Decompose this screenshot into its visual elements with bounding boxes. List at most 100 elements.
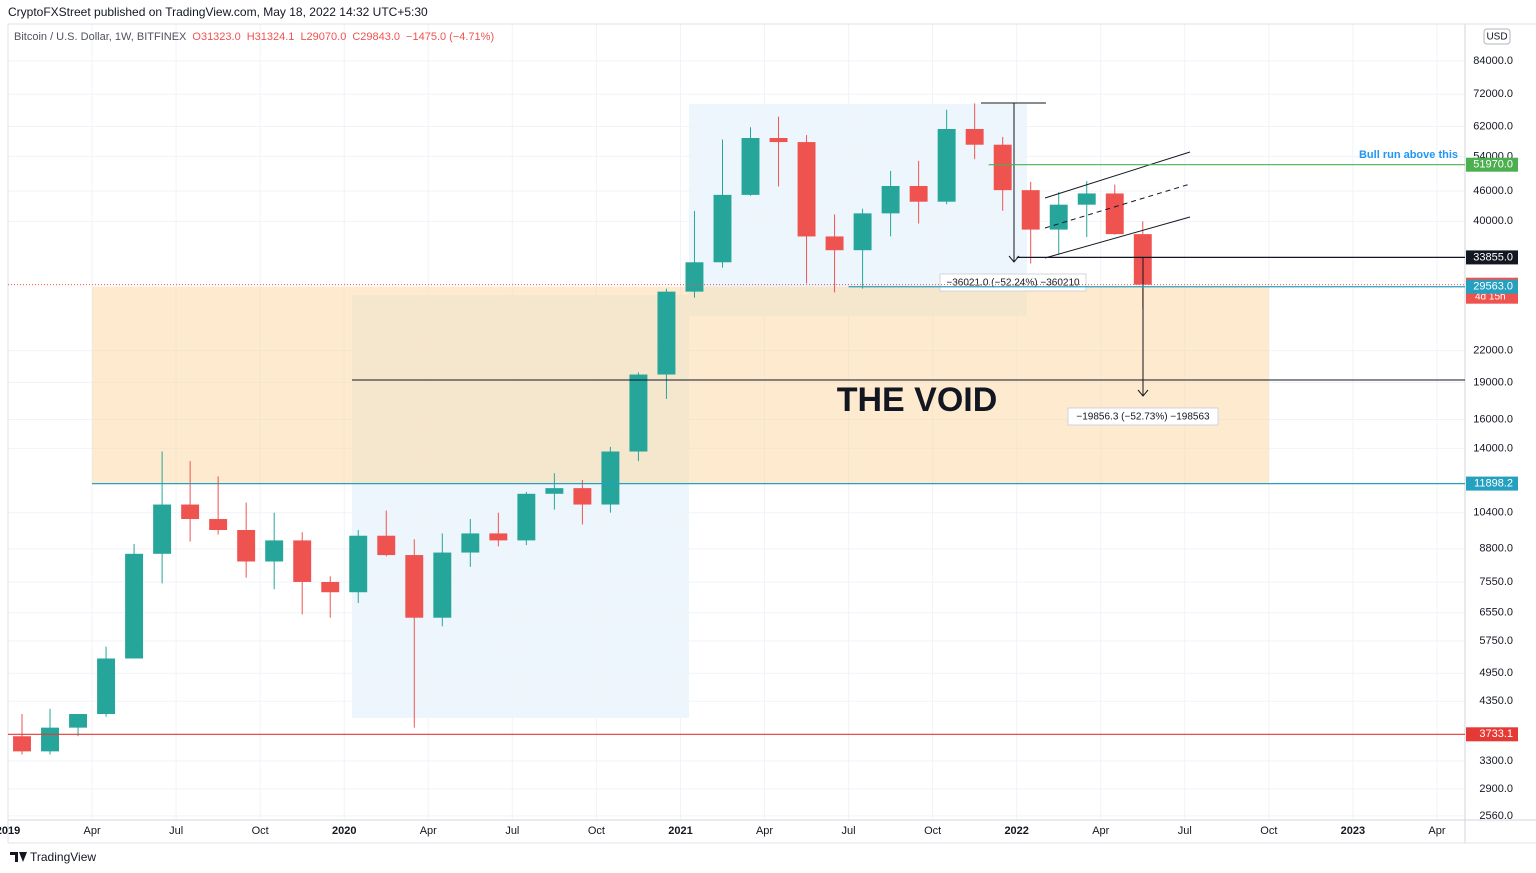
y-tick-label: 5750.0 — [1479, 635, 1513, 647]
candle-body — [209, 519, 228, 531]
candle-body — [769, 137, 788, 143]
x-tick-label: 2023 — [1341, 825, 1365, 837]
y-tick-label: 10400.0 — [1473, 507, 1513, 519]
candle-body — [41, 727, 59, 752]
candle-body — [657, 291, 676, 375]
x-tick-label: Apr — [756, 825, 773, 837]
currency-box — [1483, 28, 1511, 45]
price-tag-label: 33855.0 — [1473, 251, 1513, 263]
x-tick-label: 2021 — [668, 825, 692, 837]
y-tick-label: 2560.0 — [1479, 810, 1513, 822]
x-tick-label: 2022 — [1004, 825, 1028, 837]
candle-body — [265, 540, 284, 562]
y-tick-label: 3300.0 — [1479, 755, 1513, 767]
symbol-title: Bitcoin / U.S. Dollar, 1W, BITFINEX — [14, 31, 187, 43]
price-tag-label: 51970.0 — [1473, 159, 1513, 171]
y-tick-label: 8800.0 — [1479, 543, 1513, 555]
ohlc-value: H31324.1 — [247, 31, 295, 43]
x-tick-label: Oct — [1260, 825, 1277, 837]
y-tick-label: 6550.0 — [1479, 607, 1513, 619]
y-tick-label: 62000.0 — [1473, 120, 1513, 132]
void-label: THE VOID — [837, 381, 998, 419]
y-tick-label: 2900.0 — [1479, 783, 1513, 795]
y-tick-label: 84000.0 — [1473, 55, 1513, 67]
candle-body — [1105, 193, 1124, 235]
x-tick-label: Apr — [420, 825, 437, 837]
x-tick-label: Oct — [588, 825, 605, 837]
price-tag — [1466, 250, 1518, 265]
candle-body — [237, 530, 256, 562]
candle-body — [13, 736, 31, 752]
countdown: 4d 15h — [1475, 291, 1506, 302]
y-tick-label: 14000.0 — [1473, 442, 1513, 454]
logo — [10, 852, 27, 862]
price-tag — [1466, 157, 1518, 172]
candle-body — [909, 185, 928, 202]
candle-body — [69, 714, 88, 728]
ohlc-value: C29843.0 — [352, 31, 400, 43]
currency: USD — [1486, 32, 1507, 43]
candle-body — [433, 552, 452, 618]
candle-body — [629, 374, 648, 452]
candle-body — [461, 533, 480, 553]
candle-body — [405, 555, 424, 618]
ohlc-value: L29070.0 — [300, 31, 346, 43]
candle-body — [741, 137, 760, 195]
candle-body — [993, 144, 1012, 191]
y-tick-label: 40000.0 — [1473, 215, 1513, 227]
x-tick-label: 2019 — [0, 825, 20, 837]
candle-body — [965, 128, 984, 145]
x-tick-label: Oct — [252, 825, 269, 837]
y-tick-label: 7550.0 — [1479, 576, 1513, 588]
y-tick-label: 22000.0 — [1473, 345, 1513, 357]
x-tick-label: Jul — [169, 825, 183, 837]
channel-mid — [1044, 183, 1191, 229]
candle-body — [1021, 190, 1040, 230]
candle-body — [517, 493, 536, 541]
x-tick-label: Apr — [1092, 825, 1109, 837]
measure-label: −19856.3 (−52.73%) −198563 — [1076, 412, 1210, 423]
price-tag — [1466, 727, 1518, 742]
candle-body — [97, 658, 116, 715]
x-tick-label: Apr — [83, 825, 100, 837]
price-tag — [1466, 279, 1518, 294]
ohlc-value: −1475.0 (−4.71%) — [406, 31, 494, 43]
price-tag-label: 3733.1 — [1479, 728, 1513, 740]
label-box — [1067, 407, 1219, 426]
x-tick-label: Jul — [842, 825, 856, 837]
candle-body — [349, 535, 368, 593]
candle-body — [797, 142, 816, 237]
candle-body — [1049, 204, 1068, 230]
candle-body — [853, 213, 872, 251]
candle-body — [181, 504, 200, 520]
candle-body — [321, 581, 340, 593]
note: Bull run above this — [1359, 149, 1458, 161]
y-tick-label: 4350.0 — [1479, 695, 1513, 707]
candle-body — [601, 451, 620, 505]
price-tag-label: 29563.0 — [1473, 281, 1513, 293]
candle-body — [293, 540, 312, 582]
candle-body — [881, 185, 900, 214]
candle-body — [1077, 193, 1096, 205]
candle-body — [153, 504, 172, 554]
channel-line — [1044, 216, 1191, 259]
y-tick-label: 46000.0 — [1473, 185, 1513, 197]
x-tick-label: 2020 — [332, 825, 356, 837]
plot — [7, 24, 1465, 820]
ohlc-value: O31323.0 — [192, 31, 240, 43]
y-tick-label: 4950.0 — [1479, 667, 1513, 679]
arrow-head — [1137, 389, 1149, 397]
x-tick-label: Jul — [505, 825, 519, 837]
candle-body — [937, 128, 956, 202]
measure-label: −36021.0 (−52.24%) −360210 — [946, 278, 1080, 289]
y-tick-label: 19000.0 — [1473, 376, 1513, 388]
candle-body — [125, 553, 144, 659]
channel-line — [1044, 151, 1191, 199]
publisher: CryptoFXStreet published on TradingView.… — [8, 5, 428, 19]
candle-body — [713, 194, 732, 263]
y-tick-label: 72000.0 — [1473, 88, 1513, 100]
price-tag — [1466, 476, 1518, 491]
candle-body — [573, 488, 592, 505]
candle-body — [489, 533, 508, 541]
